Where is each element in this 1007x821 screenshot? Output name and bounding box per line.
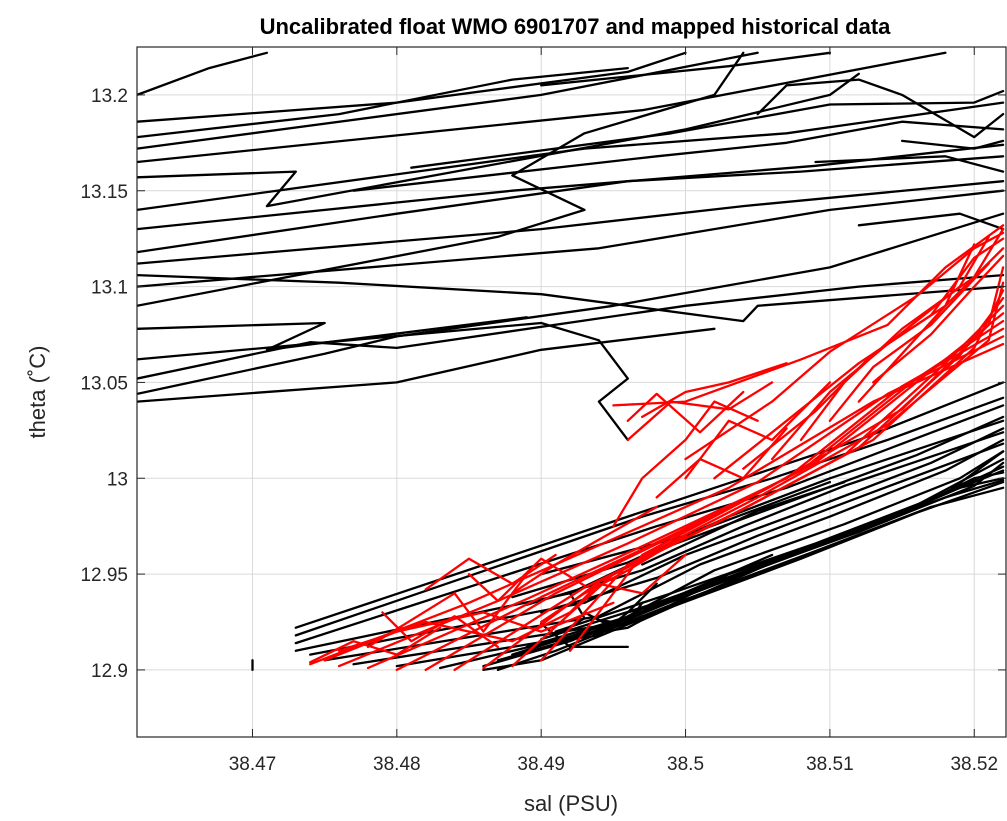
historical-profile-line bbox=[352, 120, 1005, 192]
historical-profile-line bbox=[137, 51, 745, 307]
historical-profile-line bbox=[323, 438, 1005, 662]
y-tick-label: 13.1 bbox=[91, 278, 128, 299]
float-profile-line bbox=[568, 553, 687, 614]
float-profile-line bbox=[381, 611, 500, 649]
float-profile-line bbox=[641, 362, 788, 419]
y-tick-label: 13.15 bbox=[80, 182, 128, 203]
x-tick-label: 38.51 bbox=[806, 754, 854, 775]
historical-profile-line bbox=[540, 51, 832, 87]
historical-profile-line bbox=[137, 66, 629, 139]
historical-profile-line bbox=[137, 180, 1005, 265]
float-profile-line bbox=[323, 601, 615, 662]
x-tick-label: 38.47 bbox=[229, 754, 277, 775]
x-tick-label: 38.52 bbox=[950, 754, 998, 775]
historical-profile-line bbox=[137, 189, 1005, 288]
float-profile-line bbox=[684, 381, 832, 480]
y-tick-label: 13 bbox=[107, 469, 128, 490]
historical-profile-line bbox=[626, 553, 774, 614]
historical-profile-line bbox=[137, 101, 1005, 212]
historical-profile-line bbox=[540, 582, 658, 645]
float-profile-line bbox=[540, 281, 1005, 662]
historical-profile-line bbox=[137, 273, 1005, 323]
float-profile-line bbox=[655, 427, 788, 499]
float-profile-line bbox=[540, 534, 687, 624]
float-profile-line bbox=[511, 505, 658, 595]
historical-profile-line bbox=[814, 155, 1005, 173]
historical-profile-line bbox=[137, 155, 1005, 254]
historical-profile-line bbox=[137, 51, 759, 150]
historical-profile-line bbox=[540, 442, 1005, 614]
float-profile-line bbox=[568, 266, 1005, 652]
y-tick-label: 12.9 bbox=[91, 661, 128, 682]
historical-profile-line bbox=[137, 51, 947, 164]
float-profile-line bbox=[424, 553, 557, 591]
float-profile-line bbox=[626, 390, 745, 434]
float-profile-line bbox=[366, 572, 528, 649]
historical-profile-line bbox=[137, 51, 269, 97]
historical-profile-line bbox=[137, 316, 528, 351]
historical-profile-line bbox=[137, 51, 687, 123]
float-profile-line bbox=[467, 557, 586, 603]
float-profile-line bbox=[337, 611, 572, 652]
data-layer bbox=[137, 51, 1005, 672]
float-profile-line bbox=[828, 262, 990, 422]
y-tick-label: 12.95 bbox=[80, 565, 128, 586]
historical-profile-line bbox=[540, 457, 1005, 641]
historical-profile-line bbox=[900, 139, 1005, 150]
float-profile-line bbox=[684, 231, 1005, 461]
y-tick-label: 13.2 bbox=[91, 86, 128, 107]
x-tick-label: 38.49 bbox=[517, 754, 565, 775]
historical-profile-line bbox=[554, 592, 586, 637]
y-tick-label: 13.05 bbox=[80, 373, 128, 394]
float-profile-line bbox=[872, 254, 1005, 384]
float-profile-line bbox=[309, 626, 442, 664]
y-axis-label: theta (˚C) bbox=[25, 346, 50, 439]
historical-profile-line bbox=[410, 89, 1005, 169]
historical-profile-line bbox=[756, 78, 1005, 139]
plot-frame bbox=[136, 46, 1007, 738]
historical-profile-line bbox=[641, 480, 846, 566]
float-profile-line bbox=[799, 227, 1005, 442]
x-axis-label: sal (PSU) bbox=[524, 791, 618, 816]
float-profile-line bbox=[742, 243, 976, 470]
chart-title: Uncalibrated float WMO 6901707 and mappe… bbox=[260, 14, 892, 39]
float-profile-line bbox=[511, 289, 1005, 668]
x-tick-label: 38.5 bbox=[667, 754, 704, 775]
historical-profile-line bbox=[137, 327, 716, 403]
historical-profile-line bbox=[137, 72, 860, 208]
x-tick-label: 38.48 bbox=[373, 754, 421, 775]
tick-layer: 38.47 38.48 38.49 38.5 38.51 38.52 12.9 12.95 13… bbox=[80, 47, 1006, 775]
float-profile-line bbox=[626, 381, 774, 442]
historical-profile-line bbox=[309, 427, 1005, 656]
historical-profile-line bbox=[294, 404, 1005, 645]
historical-profile-line bbox=[857, 212, 1005, 231]
historical-profile-line bbox=[137, 273, 1005, 380]
historical-profile-line bbox=[294, 396, 1005, 637]
historical-profile-line bbox=[137, 321, 629, 442]
float-profile-line bbox=[770, 235, 990, 461]
